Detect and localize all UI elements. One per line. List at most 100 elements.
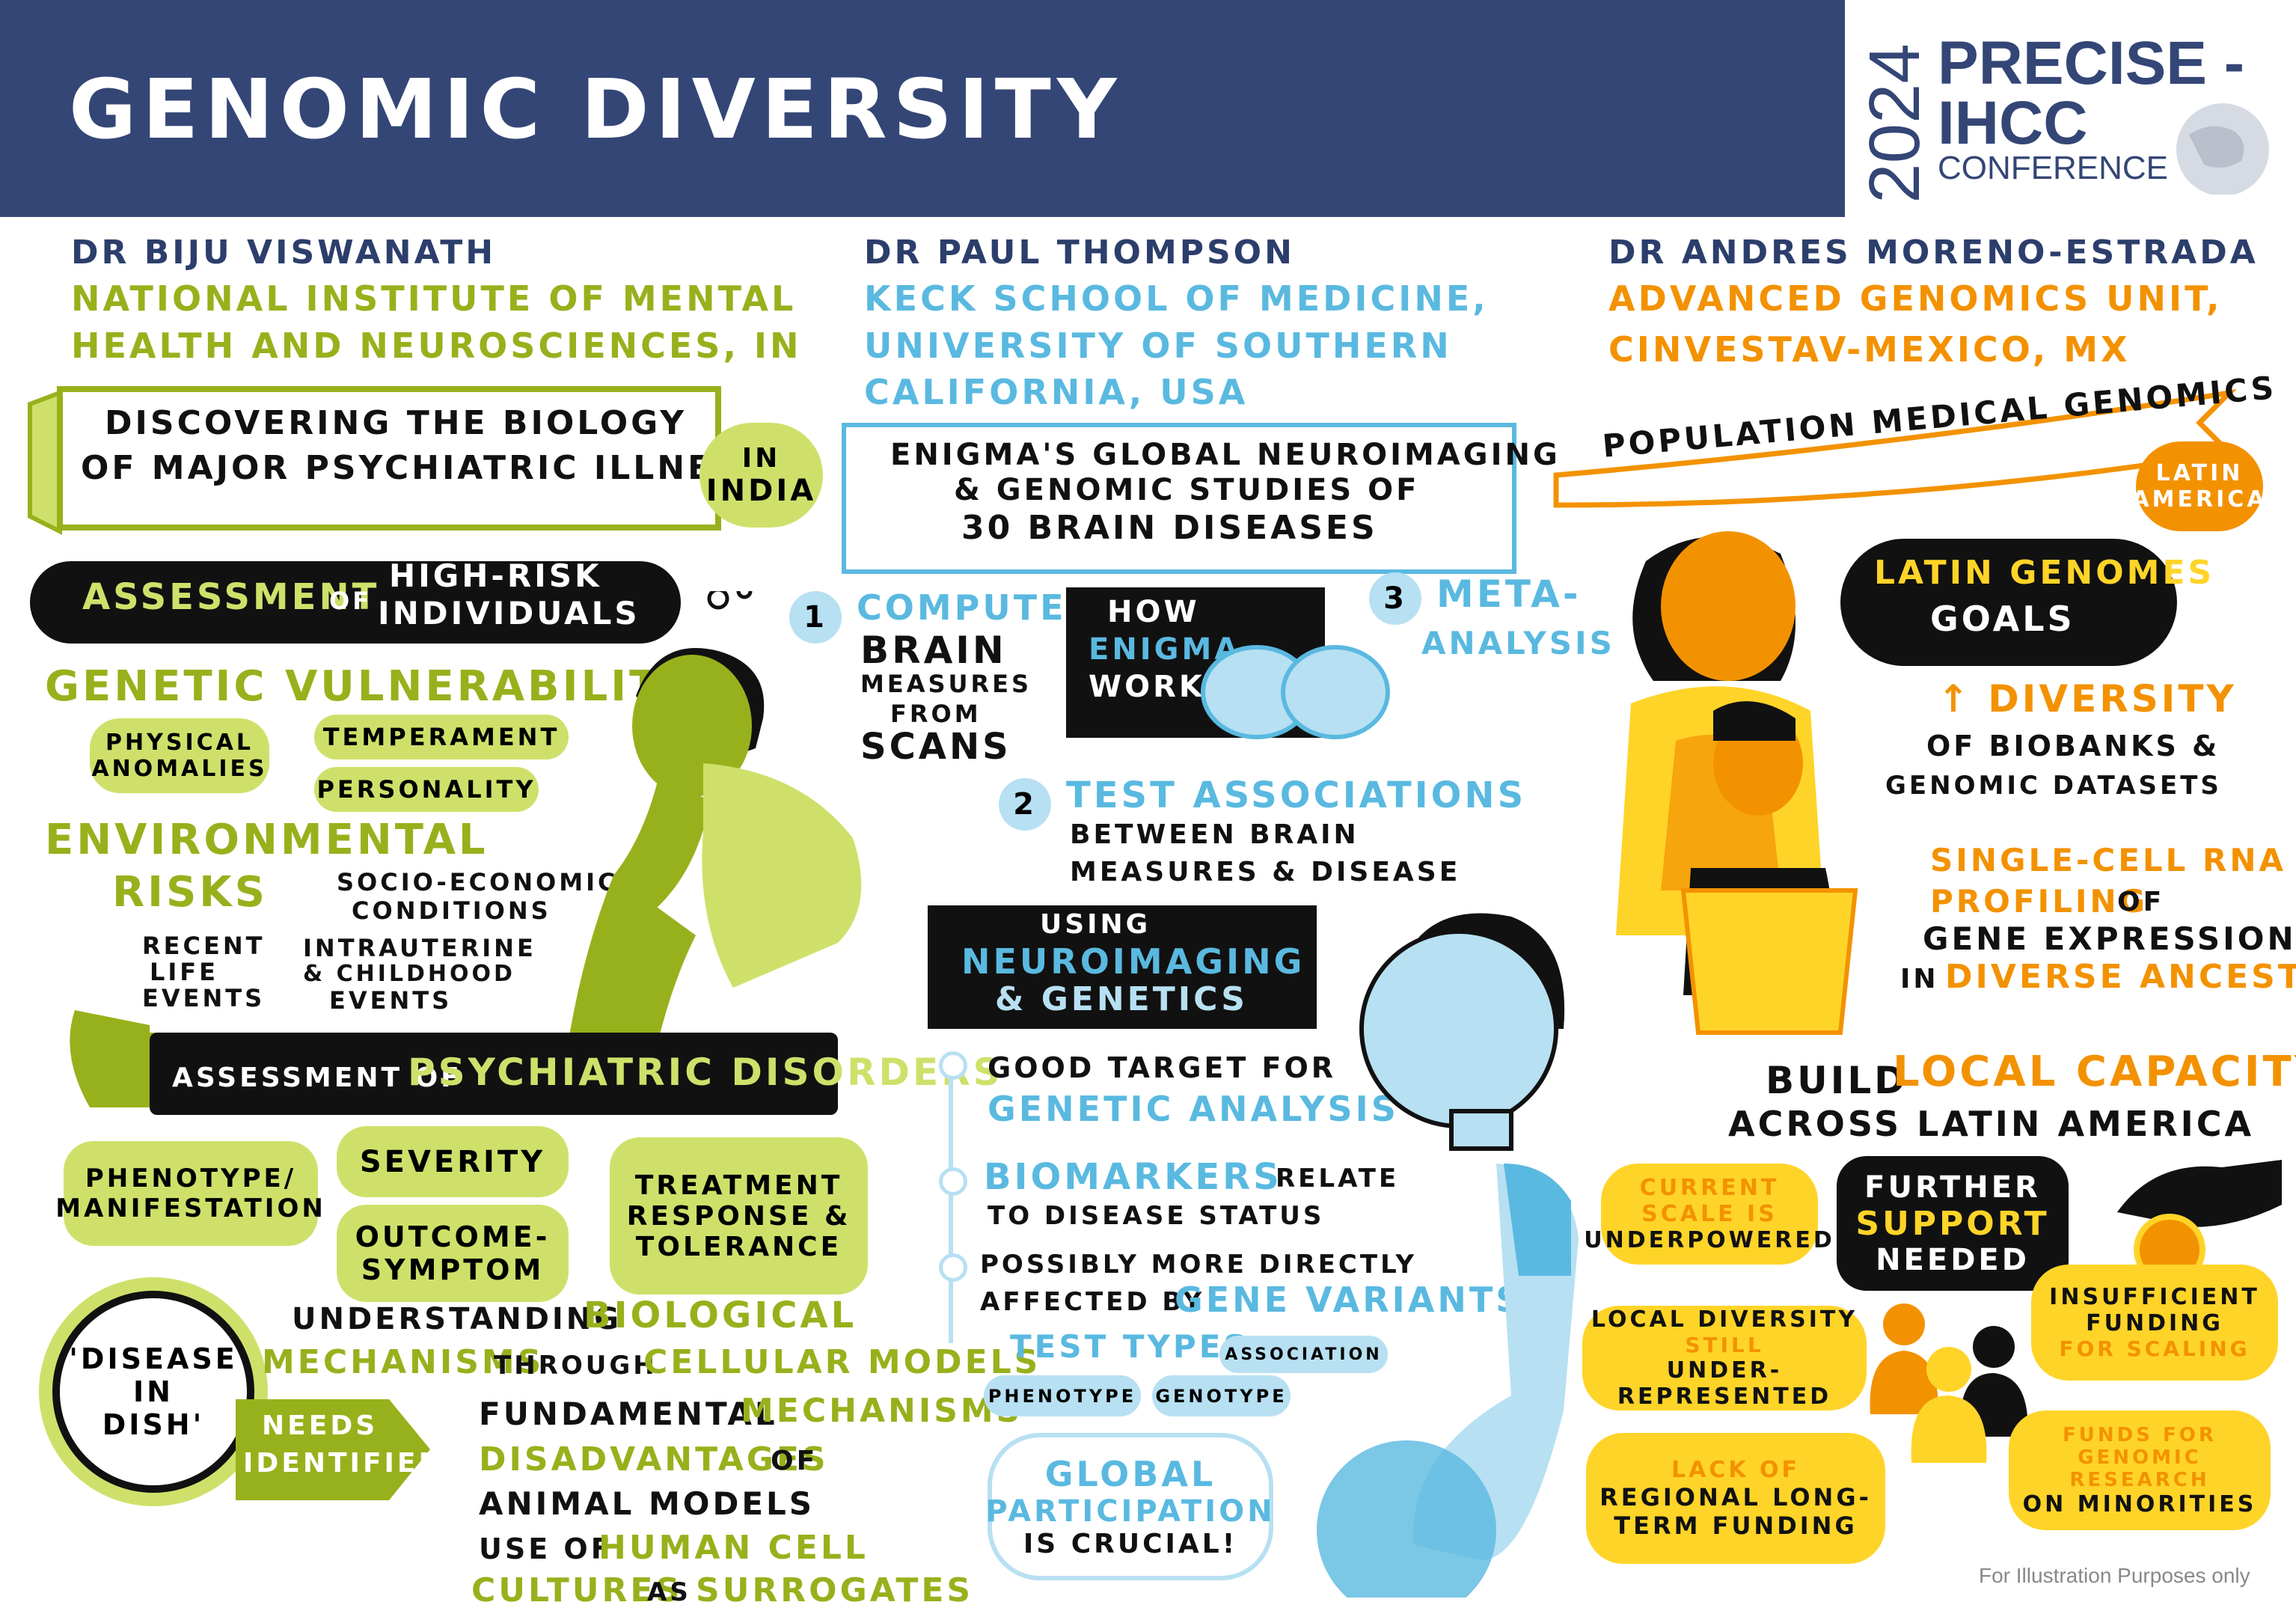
step-2-a: TEST ASSOCIATIONS bbox=[1066, 774, 1527, 816]
dish-line-3: DISH' bbox=[102, 1408, 205, 1441]
logo-line-1: PRECISE - bbox=[1938, 29, 2245, 97]
funds-line-1: FUNDS FOR bbox=[2063, 1423, 2217, 1446]
further-line-1: FURTHER bbox=[1864, 1170, 2041, 1205]
risks-label: RISKS bbox=[112, 868, 269, 917]
physical-line-2: ANOMALIES bbox=[91, 756, 268, 782]
insuff-line-2: FUNDING bbox=[2086, 1310, 2223, 1336]
disadvantages-b: OF bbox=[771, 1446, 818, 1476]
understanding-c: MECHANISMS bbox=[262, 1343, 545, 1381]
step-1-c: MEASURES bbox=[860, 670, 1032, 698]
middle-topic-box bbox=[842, 423, 1516, 574]
biomarkers-c: TO DISEASE STATUS bbox=[988, 1201, 1325, 1231]
goals-line-2: GOALS bbox=[1930, 599, 2075, 639]
assessment-of: OF bbox=[329, 587, 373, 615]
treat-line-3: TOLERANCE bbox=[635, 1231, 842, 1262]
needs-line-2: IDENTIFIED bbox=[243, 1448, 444, 1479]
treat-line-1: TREATMENT bbox=[634, 1170, 843, 1201]
right-topic-ribbon bbox=[1553, 388, 2238, 508]
disadvantages-c: ANIMAL MODELS bbox=[479, 1485, 815, 1522]
middle-speaker: DR PAUL THOMPSON bbox=[864, 233, 1295, 272]
latin-america-bubble: LATIN AMERICA bbox=[2131, 441, 2265, 531]
middle-topic-2: & GENOMIC STUDIES OF bbox=[954, 473, 1420, 507]
outcome-line-1: OUTCOME- bbox=[355, 1220, 551, 1253]
intra-line-1: INTRAUTERINE bbox=[303, 934, 536, 962]
in-india-line-2: INDIA bbox=[705, 473, 817, 508]
understanding-a: UNDERSTANDING bbox=[292, 1302, 622, 1336]
researcher-illustration bbox=[1317, 913, 1579, 1598]
step-1-b: BRAIN bbox=[860, 629, 1007, 672]
further-line-2: SUPPORT bbox=[1855, 1204, 2050, 1243]
use-d: AS bbox=[647, 1577, 691, 1607]
global-line-1: GLOBAL bbox=[1044, 1454, 1216, 1494]
step-3-b: ANALYSIS bbox=[1421, 625, 1615, 661]
goals-line-1: LATIN GENOMES bbox=[1874, 554, 2215, 592]
dish-line-1: 'DISEASE bbox=[69, 1342, 238, 1375]
personality-pill: PERSONALITY bbox=[314, 767, 539, 812]
how-line-2: ENIGMA bbox=[1089, 632, 1241, 667]
middle-aff-3: CALIFORNIA, USA bbox=[864, 372, 1249, 412]
left-affiliation-1: NATIONAL INSTITUTE OF MENTAL bbox=[71, 278, 797, 319]
global-line-3: IS CRUCIAL! bbox=[1023, 1529, 1238, 1559]
treat-line-2: RESPONSE & bbox=[626, 1200, 851, 1232]
use-c: CULTURES bbox=[471, 1571, 683, 1610]
logo-line-2: IHCC bbox=[1938, 89, 2088, 157]
step-3-badge: 3 bbox=[1369, 572, 1421, 625]
use-b: HUMAN CELL bbox=[599, 1529, 869, 1567]
latin-line-2: AMERICA bbox=[2131, 486, 2268, 513]
fundamental-b: MECHANISMS bbox=[741, 1392, 1023, 1430]
using-neuroimaging-box bbox=[928, 905, 1317, 1029]
socio-line-1: SOCIO-ECONOMIC bbox=[337, 868, 619, 896]
page-title: GENOMIC DIVERSITY bbox=[69, 61, 1123, 157]
build-a: BUILD bbox=[1766, 1059, 1908, 1102]
middle-topic-1: ENIGMA'S GLOBAL NEUROIMAGING bbox=[890, 438, 1561, 472]
pheno-line-2: MANIFESTATION bbox=[55, 1193, 326, 1223]
how-line-1: HOW bbox=[1107, 595, 1200, 629]
funds-line-2: GENOMIC RESEARCH bbox=[2069, 1446, 2210, 1491]
global-participation-bubble: GLOBAL PARTICIPATION IS CRUCIAL! bbox=[985, 1433, 1273, 1580]
step-1-e: SCANS bbox=[860, 726, 1011, 768]
diversity-a: ↑ DIVERSITY bbox=[1938, 677, 2237, 721]
single-cell-3: GENE EXPRESSION bbox=[1923, 920, 2296, 957]
current-line-3: UNDERPOWERED bbox=[1584, 1227, 1835, 1253]
timeline-line bbox=[949, 1059, 953, 1343]
in-india-bubble: IN INDIA bbox=[699, 423, 823, 528]
intra-line-3: EVENTS bbox=[329, 986, 453, 1015]
middle-aff-1: KECK SCHOOL OF MEDICINE, bbox=[864, 278, 1489, 319]
further-support-bubble: FURTHER SUPPORT NEEDED bbox=[1837, 1156, 2069, 1291]
localdiv-line-3: UNDER-REPRESENTED bbox=[1617, 1357, 1832, 1410]
right-aff-1: ADVANCED GENOMICS UNIT, bbox=[1608, 278, 2223, 319]
middle-topic-3: 30 BRAIN DISEASES bbox=[961, 509, 1378, 547]
association-pill: ASSOCIATION bbox=[1219, 1336, 1388, 1373]
treatment-pill: TREATMENT RESPONSE & TOLERANCE bbox=[610, 1137, 868, 1294]
environmental-label: ENVIRONMENTAL bbox=[45, 816, 489, 864]
lack-line-2: REGIONAL LONG- bbox=[1599, 1483, 1872, 1511]
lack-line-1: LACK OF bbox=[1671, 1457, 1801, 1483]
single-cell-4a: IN bbox=[1900, 964, 1939, 994]
good-target-2: GENETIC ANALYSIS bbox=[988, 1089, 1399, 1129]
insufficient-funding-bubble: INSUFFICIENT FUNDING FOR SCALING bbox=[2031, 1265, 2278, 1381]
use-a: USE OF bbox=[479, 1532, 613, 1565]
genetic-vulnerabilities: GENETIC VULNERABILITIES bbox=[45, 662, 744, 711]
step-3-a: META- bbox=[1436, 572, 1582, 616]
logo-line-3: CONFERENCE bbox=[1938, 150, 2169, 186]
single-cell-1: SINGLE-CELL RNA bbox=[1930, 842, 2287, 878]
physical-anomalies-pill: PHYSICAL ANOMALIES bbox=[90, 718, 269, 793]
single-cell-2b: OF bbox=[2117, 887, 2165, 917]
globe-icon bbox=[2176, 103, 2269, 195]
local-diversity-bubble: LOCAL DIVERSITY STILL UNDER-REPRESENTED bbox=[1582, 1306, 1867, 1410]
latin-line-1: LATIN bbox=[2155, 460, 2244, 486]
using-line-1: USING bbox=[1040, 909, 1151, 940]
left-topic-line-2: OF MAJOR PSYCHIATRIC ILLNESS bbox=[81, 449, 765, 487]
intra-line-2: & CHILDHOOD bbox=[303, 961, 515, 987]
step-1-a: COMPUTE bbox=[857, 587, 1067, 628]
pheno-line-1: PHENOTYPE/ bbox=[85, 1164, 297, 1193]
conference-logo: 2024 PRECISE - IHCC CONFERENCE bbox=[1845, 0, 2296, 217]
understanding-e: CELLULAR MODELS bbox=[643, 1343, 1041, 1381]
genotype-pill-blue: GENOTYPE bbox=[1152, 1375, 1291, 1416]
possibly-1: POSSIBLY MORE DIRECTLY bbox=[980, 1250, 1418, 1280]
current-line-2: SCALE IS bbox=[1641, 1201, 1778, 1227]
left-topic-ribbon bbox=[28, 386, 721, 535]
step-2-c: MEASURES & DISEASE bbox=[1070, 857, 1461, 887]
build-c: ACROSS LATIN AMERICA bbox=[1728, 1104, 2255, 1144]
further-line-3: NEEDED bbox=[1876, 1242, 2030, 1277]
